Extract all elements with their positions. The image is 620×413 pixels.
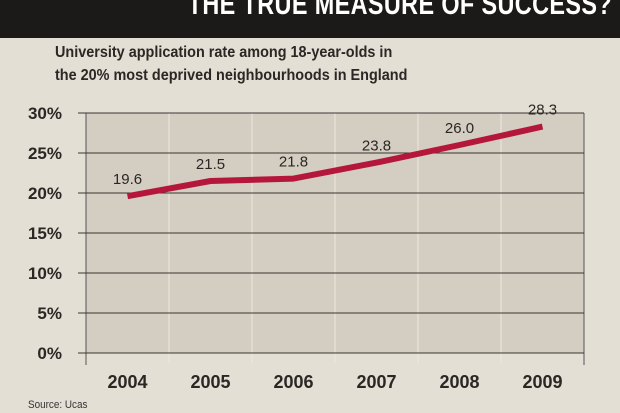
chart-title-line-2: the 20% most deprived neighbourhoods in …	[55, 67, 408, 84]
x-tick-label: 2005	[190, 372, 230, 392]
data-label: 28.3	[528, 102, 557, 119]
y-tick-label: 25%	[28, 144, 62, 163]
y-tick-label: 30%	[28, 104, 62, 123]
data-label: 21.5	[196, 156, 225, 173]
chart-title-line-1: University application rate among 18-yea…	[55, 44, 393, 61]
series-line	[126, 123, 544, 200]
x-tick-label: 2009	[522, 372, 562, 392]
x-tick-label: 2007	[356, 372, 396, 392]
data-label: 23.8	[362, 138, 391, 155]
x-tick-label: 2004	[107, 372, 147, 392]
header-title: THE TRUE MEASURE OF SUCCESS?	[187, 0, 612, 21]
x-tick-label: 2006	[273, 372, 313, 392]
y-tick-label: 10%	[28, 264, 62, 283]
data-label: 19.6	[113, 171, 142, 188]
source-note: Source: Ucas	[28, 399, 88, 411]
data-label: 21.8	[279, 154, 308, 171]
y-tick-label: 15%	[28, 224, 62, 243]
y-tick-label: 0%	[37, 344, 62, 363]
data-label: 26.0	[445, 120, 474, 137]
header-bar: THE TRUE MEASURE OF SUCCESS?	[0, 0, 620, 38]
y-tick-label: 20%	[28, 184, 62, 203]
x-tick-label: 2008	[439, 372, 479, 392]
y-tick-label: 5%	[37, 304, 62, 323]
